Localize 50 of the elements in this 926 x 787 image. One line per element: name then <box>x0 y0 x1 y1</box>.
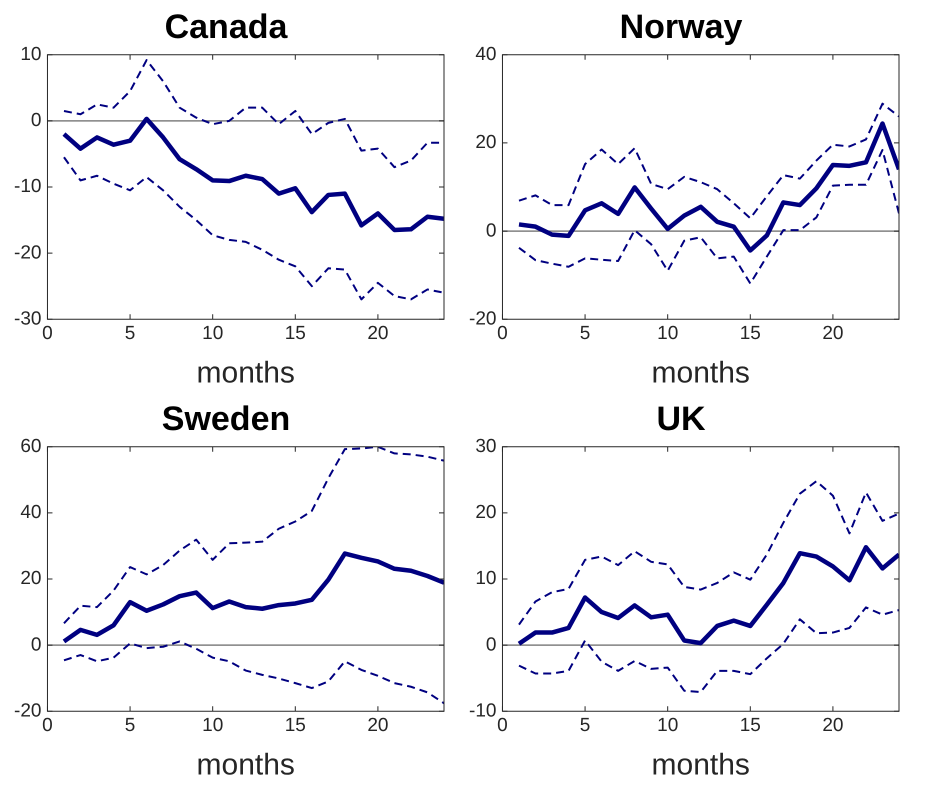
y-tick-label: -30 <box>14 308 42 330</box>
x-tick-label: 5 <box>124 322 136 344</box>
y-tick-label: 0 <box>486 634 496 656</box>
y-tick-label: -20 <box>14 242 42 264</box>
y-tick-label: 20 <box>475 132 496 154</box>
y-tick-label: -20 <box>468 308 496 330</box>
y-tick-label: -20 <box>14 700 42 722</box>
line-series <box>518 148 899 285</box>
x-tick-label: 10 <box>202 714 224 736</box>
chart-title: Sweden <box>162 400 290 438</box>
line-series <box>518 480 899 626</box>
x-tick-label: 10 <box>657 322 678 344</box>
x-tick-label: 10 <box>657 714 678 736</box>
y-tick-label: 40 <box>20 502 42 524</box>
y-tick-label: 30 <box>475 436 496 458</box>
x-tick-label: 5 <box>580 322 590 344</box>
line-series <box>518 102 899 220</box>
y-tick-label: 20 <box>475 502 496 524</box>
x-tick-label: 20 <box>822 714 844 736</box>
chart-title: UK <box>656 400 706 438</box>
y-tick-label: 40 <box>475 44 496 66</box>
x-tick-label: 20 <box>367 714 388 736</box>
x-tick-label: 5 <box>124 714 136 736</box>
y-tick-label: 10 <box>20 44 42 66</box>
line-series <box>62 446 444 624</box>
x-tick-label: 15 <box>740 714 761 736</box>
y-tick-label: 20 <box>20 568 42 590</box>
line-series <box>62 156 444 300</box>
x-tick-label: 15 <box>284 322 306 344</box>
x-tick-label: 10 <box>202 322 224 344</box>
x-axis-title: months <box>652 748 750 782</box>
x-tick-label: 20 <box>367 322 388 344</box>
y-tick-label: -10 <box>468 700 496 722</box>
chart-title: Canada <box>164 8 288 46</box>
y-tick-label: 0 <box>30 634 42 656</box>
line-series <box>62 640 444 704</box>
y-tick-label: -10 <box>14 176 42 198</box>
line-series <box>518 606 899 694</box>
y-tick-label: 0 <box>30 110 42 132</box>
x-tick-label: 15 <box>284 714 306 736</box>
x-axis-title: months <box>196 748 295 782</box>
x-tick-label: 15 <box>740 322 761 344</box>
x-tick-label: 20 <box>822 322 844 344</box>
y-tick-label: 60 <box>20 436 42 458</box>
x-axis-title: months <box>196 356 295 390</box>
x-axis-title: months <box>652 356 750 390</box>
x-tick-label: 5 <box>580 714 590 736</box>
y-tick-label: 10 <box>475 568 496 590</box>
chart-title: Norway <box>620 8 742 46</box>
y-tick-label: 0 <box>486 220 496 242</box>
